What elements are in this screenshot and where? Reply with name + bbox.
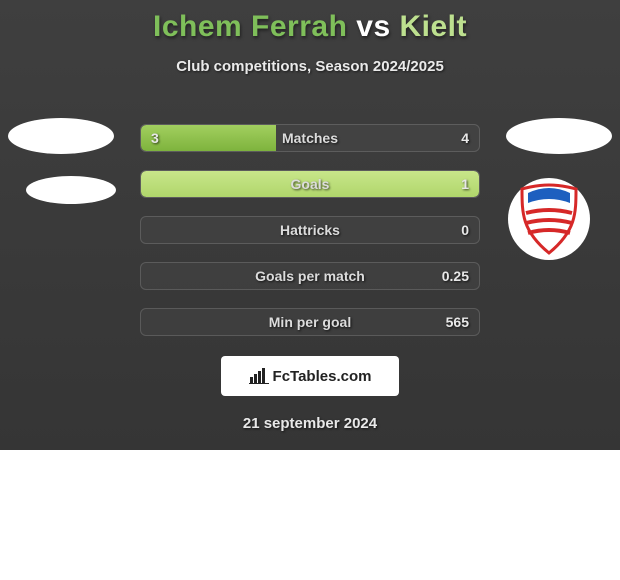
stat-value-right: 4 — [461, 125, 469, 151]
club-crest-right — [508, 178, 590, 260]
stat-value-right: 0.25 — [442, 263, 469, 289]
shield-icon — [518, 183, 580, 255]
stat-label: Goals per match — [141, 263, 479, 289]
club-logo-left-1 — [8, 118, 114, 154]
title-player1: Ichem Ferrah — [153, 10, 347, 43]
club-logo-left-2 — [26, 176, 116, 204]
stat-value-right: 565 — [446, 309, 469, 335]
stat-row: Goals1 — [140, 170, 480, 198]
page-title: Ichem Ferrah vs Kielt — [0, 0, 620, 44]
comparison-panel: Ichem Ferrah vs Kielt Club competitions,… — [0, 0, 620, 450]
stat-row: Goals per match0.25 — [140, 262, 480, 290]
stat-row: 3Matches4 — [140, 124, 480, 152]
club-logo-right-1 — [506, 118, 612, 154]
attribution-text: FcTables.com — [273, 368, 372, 385]
stat-value-right: 1 — [461, 171, 469, 197]
stats-container: 3Matches4 Goals1 Hattricks0 Goals per match… — [140, 124, 480, 354]
title-vs: vs — [356, 10, 390, 43]
stat-row: Hattricks0 — [140, 216, 480, 244]
subtitle: Club competitions, Season 2024/2025 — [0, 58, 620, 75]
stat-label: Matches — [141, 125, 479, 151]
stat-label: Goals — [141, 171, 479, 197]
stat-row: Min per goal565 — [140, 308, 480, 336]
stat-label: Hattricks — [141, 217, 479, 243]
stat-value-right: 0 — [461, 217, 469, 243]
attribution-badge: FcTables.com — [221, 356, 399, 396]
bar-chart-icon — [249, 368, 269, 384]
stat-label: Min per goal — [141, 309, 479, 335]
date-label: 21 september 2024 — [0, 415, 620, 432]
title-player2: Kielt — [399, 10, 467, 43]
